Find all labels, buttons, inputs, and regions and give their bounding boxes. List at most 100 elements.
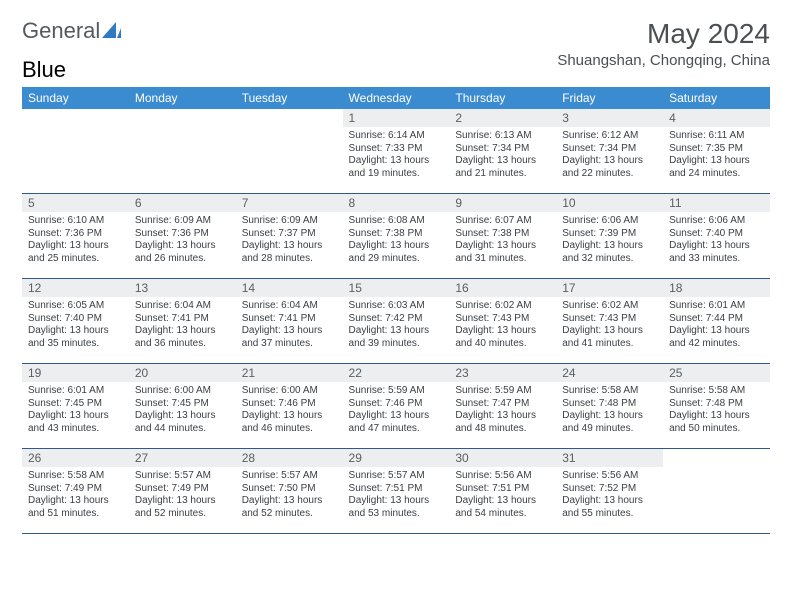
logo-text-2: Blue bbox=[22, 57, 66, 82]
day-number: 23 bbox=[449, 364, 556, 382]
day-details: Sunrise: 5:57 AMSunset: 7:50 PMDaylight:… bbox=[236, 467, 343, 524]
column-header: Saturday bbox=[663, 87, 770, 109]
day-number: 19 bbox=[22, 364, 129, 382]
calendar-cell: 28Sunrise: 5:57 AMSunset: 7:50 PMDayligh… bbox=[236, 449, 343, 534]
day-details: Sunrise: 6:00 AMSunset: 7:45 PMDaylight:… bbox=[129, 382, 236, 439]
column-header: Wednesday bbox=[343, 87, 450, 109]
calendar-cell: .. bbox=[129, 109, 236, 194]
day-details: Sunrise: 6:00 AMSunset: 7:46 PMDaylight:… bbox=[236, 382, 343, 439]
day-number: 12 bbox=[22, 279, 129, 297]
calendar-cell: 15Sunrise: 6:03 AMSunset: 7:42 PMDayligh… bbox=[343, 279, 450, 364]
calendar-cell: 23Sunrise: 5:59 AMSunset: 7:47 PMDayligh… bbox=[449, 364, 556, 449]
day-number: 16 bbox=[449, 279, 556, 297]
calendar-cell: 13Sunrise: 6:04 AMSunset: 7:41 PMDayligh… bbox=[129, 279, 236, 364]
calendar-cell: 8Sunrise: 6:08 AMSunset: 7:38 PMDaylight… bbox=[343, 194, 450, 279]
day-details: Sunrise: 5:56 AMSunset: 7:52 PMDaylight:… bbox=[556, 467, 663, 524]
day-number: 20 bbox=[129, 364, 236, 382]
day-number: 27 bbox=[129, 449, 236, 467]
calendar-row: ......1Sunrise: 6:14 AMSunset: 7:33 PMDa… bbox=[22, 109, 770, 194]
calendar-cell: 21Sunrise: 6:00 AMSunset: 7:46 PMDayligh… bbox=[236, 364, 343, 449]
column-header: Friday bbox=[556, 87, 663, 109]
calendar-cell: 6Sunrise: 6:09 AMSunset: 7:36 PMDaylight… bbox=[129, 194, 236, 279]
day-number: 1 bbox=[343, 109, 450, 127]
day-number: 22 bbox=[343, 364, 450, 382]
day-details: Sunrise: 6:02 AMSunset: 7:43 PMDaylight:… bbox=[449, 297, 556, 354]
calendar-cell: .. bbox=[22, 109, 129, 194]
day-details: Sunrise: 6:11 AMSunset: 7:35 PMDaylight:… bbox=[663, 127, 770, 184]
calendar-cell: 25Sunrise: 5:58 AMSunset: 7:48 PMDayligh… bbox=[663, 364, 770, 449]
calendar-cell: 18Sunrise: 6:01 AMSunset: 7:44 PMDayligh… bbox=[663, 279, 770, 364]
day-details: Sunrise: 5:57 AMSunset: 7:51 PMDaylight:… bbox=[343, 467, 450, 524]
day-details: Sunrise: 6:07 AMSunset: 7:38 PMDaylight:… bbox=[449, 212, 556, 269]
day-details: Sunrise: 5:58 AMSunset: 7:48 PMDaylight:… bbox=[663, 382, 770, 439]
day-details: Sunrise: 5:59 AMSunset: 7:47 PMDaylight:… bbox=[449, 382, 556, 439]
day-number: 29 bbox=[343, 449, 450, 467]
day-details: Sunrise: 6:08 AMSunset: 7:38 PMDaylight:… bbox=[343, 212, 450, 269]
day-number: 5 bbox=[22, 194, 129, 212]
month-title: May 2024 bbox=[557, 18, 770, 50]
column-header-row: SundayMondayTuesdayWednesdayThursdayFrid… bbox=[22, 87, 770, 109]
day-details: Sunrise: 6:13 AMSunset: 7:34 PMDaylight:… bbox=[449, 127, 556, 184]
column-header: Monday bbox=[129, 87, 236, 109]
calendar-page: General May 2024 Shuangshan, Chongqing, … bbox=[0, 0, 792, 552]
day-details: Sunrise: 6:05 AMSunset: 7:40 PMDaylight:… bbox=[22, 297, 129, 354]
calendar-row: 19Sunrise: 6:01 AMSunset: 7:45 PMDayligh… bbox=[22, 364, 770, 449]
day-number: 28 bbox=[236, 449, 343, 467]
calendar-cell: 11Sunrise: 6:06 AMSunset: 7:40 PMDayligh… bbox=[663, 194, 770, 279]
calendar-cell: 5Sunrise: 6:10 AMSunset: 7:36 PMDaylight… bbox=[22, 194, 129, 279]
column-header: Thursday bbox=[449, 87, 556, 109]
column-header: Tuesday bbox=[236, 87, 343, 109]
calendar-cell: 2Sunrise: 6:13 AMSunset: 7:34 PMDaylight… bbox=[449, 109, 556, 194]
day-details: Sunrise: 5:58 AMSunset: 7:49 PMDaylight:… bbox=[22, 467, 129, 524]
day-number: 21 bbox=[236, 364, 343, 382]
day-details: Sunrise: 5:57 AMSunset: 7:49 PMDaylight:… bbox=[129, 467, 236, 524]
day-details: Sunrise: 6:04 AMSunset: 7:41 PMDaylight:… bbox=[129, 297, 236, 354]
calendar-row: 12Sunrise: 6:05 AMSunset: 7:40 PMDayligh… bbox=[22, 279, 770, 364]
logo: General bbox=[22, 18, 122, 44]
day-number: 8 bbox=[343, 194, 450, 212]
day-details: Sunrise: 6:01 AMSunset: 7:45 PMDaylight:… bbox=[22, 382, 129, 439]
calendar-row: 26Sunrise: 5:58 AMSunset: 7:49 PMDayligh… bbox=[22, 449, 770, 534]
day-number: 4 bbox=[663, 109, 770, 127]
calendar-cell: 16Sunrise: 6:02 AMSunset: 7:43 PMDayligh… bbox=[449, 279, 556, 364]
day-number: 30 bbox=[449, 449, 556, 467]
calendar-cell: 20Sunrise: 6:00 AMSunset: 7:45 PMDayligh… bbox=[129, 364, 236, 449]
calendar-cell: .. bbox=[663, 449, 770, 534]
day-details: Sunrise: 6:09 AMSunset: 7:37 PMDaylight:… bbox=[236, 212, 343, 269]
calendar-cell: 12Sunrise: 6:05 AMSunset: 7:40 PMDayligh… bbox=[22, 279, 129, 364]
calendar-cell: 19Sunrise: 6:01 AMSunset: 7:45 PMDayligh… bbox=[22, 364, 129, 449]
calendar-cell: .. bbox=[236, 109, 343, 194]
day-number: 26 bbox=[22, 449, 129, 467]
day-number: 9 bbox=[449, 194, 556, 212]
day-details: Sunrise: 6:01 AMSunset: 7:44 PMDaylight:… bbox=[663, 297, 770, 354]
calendar-cell: 22Sunrise: 5:59 AMSunset: 7:46 PMDayligh… bbox=[343, 364, 450, 449]
calendar-cell: 10Sunrise: 6:06 AMSunset: 7:39 PMDayligh… bbox=[556, 194, 663, 279]
day-details: Sunrise: 6:06 AMSunset: 7:40 PMDaylight:… bbox=[663, 212, 770, 269]
day-number: 7 bbox=[236, 194, 343, 212]
day-details: Sunrise: 6:14 AMSunset: 7:33 PMDaylight:… bbox=[343, 127, 450, 184]
day-details: Sunrise: 6:10 AMSunset: 7:36 PMDaylight:… bbox=[22, 212, 129, 269]
calendar-cell: 17Sunrise: 6:02 AMSunset: 7:43 PMDayligh… bbox=[556, 279, 663, 364]
day-number: 2 bbox=[449, 109, 556, 127]
day-details: Sunrise: 6:06 AMSunset: 7:39 PMDaylight:… bbox=[556, 212, 663, 269]
day-details: Sunrise: 6:12 AMSunset: 7:34 PMDaylight:… bbox=[556, 127, 663, 184]
day-number: 3 bbox=[556, 109, 663, 127]
calendar-cell: 26Sunrise: 5:58 AMSunset: 7:49 PMDayligh… bbox=[22, 449, 129, 534]
calendar-table: SundayMondayTuesdayWednesdayThursdayFrid… bbox=[22, 87, 770, 534]
calendar-row: 5Sunrise: 6:10 AMSunset: 7:36 PMDaylight… bbox=[22, 194, 770, 279]
day-number: 25 bbox=[663, 364, 770, 382]
day-number: 18 bbox=[663, 279, 770, 297]
day-number: 14 bbox=[236, 279, 343, 297]
calendar-cell: 31Sunrise: 5:56 AMSunset: 7:52 PMDayligh… bbox=[556, 449, 663, 534]
calendar-cell: 7Sunrise: 6:09 AMSunset: 7:37 PMDaylight… bbox=[236, 194, 343, 279]
day-details: Sunrise: 5:56 AMSunset: 7:51 PMDaylight:… bbox=[449, 467, 556, 524]
day-number: 13 bbox=[129, 279, 236, 297]
day-number: 10 bbox=[556, 194, 663, 212]
calendar-cell: 29Sunrise: 5:57 AMSunset: 7:51 PMDayligh… bbox=[343, 449, 450, 534]
calendar-cell: 24Sunrise: 5:58 AMSunset: 7:48 PMDayligh… bbox=[556, 364, 663, 449]
day-number: 6 bbox=[129, 194, 236, 212]
day-number: 15 bbox=[343, 279, 450, 297]
day-number: 31 bbox=[556, 449, 663, 467]
day-details: Sunrise: 6:09 AMSunset: 7:36 PMDaylight:… bbox=[129, 212, 236, 269]
day-details: Sunrise: 6:03 AMSunset: 7:42 PMDaylight:… bbox=[343, 297, 450, 354]
